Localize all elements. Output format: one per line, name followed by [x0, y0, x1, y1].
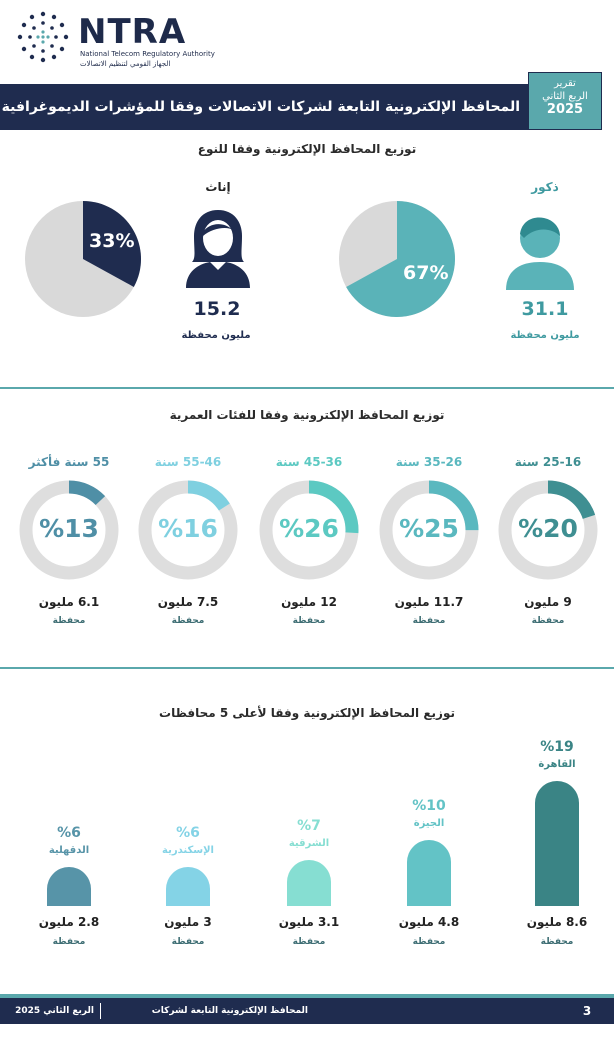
male-percent: 67% [403, 262, 449, 284]
governorate-unit: محفظة [171, 937, 205, 947]
age-ring-chart [498, 480, 598, 580]
governorate-unit: محفظة [292, 937, 326, 947]
governorate-bar [47, 867, 91, 906]
age-group-unit: محفظة [171, 616, 205, 626]
page-number: 3 [582, 1004, 592, 1018]
badge-year: 2025 [546, 102, 584, 117]
badge-line2: الربع الثاني [542, 91, 588, 102]
female-label: إناث [205, 180, 231, 194]
age-group-label: 45-36 سنة [275, 455, 343, 469]
governorate-bar [535, 781, 579, 906]
governorate-percent: %6 [57, 825, 81, 841]
age-ring-chart [259, 480, 359, 580]
governorate-name: الدقهلية [48, 845, 90, 856]
header-bar [0, 84, 528, 130]
governorate-unit: محفظة [412, 937, 446, 947]
male-pie-slice [346, 201, 455, 317]
age-group-unit: محفظة [292, 616, 326, 626]
age-group-value: 12 مليون [281, 595, 337, 609]
age-group-value: 9 مليون [524, 595, 572, 609]
logo-wordmark: NTRA [78, 12, 187, 52]
section-divider-2 [0, 667, 614, 669]
governorate-percent: %19 [540, 739, 574, 755]
governorate-name: القاهرة [538, 759, 576, 770]
governorate-value: 8.6 مليون [526, 915, 588, 929]
female-icon [186, 210, 250, 288]
governorate-value: 3 مليون [164, 915, 212, 929]
governorate-bar [287, 860, 331, 906]
ntra-logo-icon [17, 11, 69, 63]
age-group-percent: %26 [279, 514, 339, 543]
page-title: المحافظ الإلكترونية التابعة لشركات الاتص… [1, 99, 520, 115]
age-group-percent: %20 [518, 514, 578, 543]
age-group-value: 7.5 مليون [157, 595, 219, 609]
age-ring-arc [259, 480, 359, 580]
age-group-unit: محفظة [52, 616, 86, 626]
governorate-value: 3.1 مليون [278, 915, 340, 929]
female-percent: 33% [89, 230, 135, 252]
male-unit: مليون محفظة [510, 330, 580, 341]
age-ring-arc [498, 480, 598, 580]
gender-section-title: توزيع المحافظ الإلكترونية وفقا للنوع [197, 142, 417, 156]
age-group-percent: %13 [39, 514, 99, 543]
age-group-unit: محفظة [531, 616, 565, 626]
logo-subtitle-en: National Telecom Regulatory Authority [80, 50, 215, 58]
male-pie-chart [339, 201, 455, 317]
age-group-percent: %16 [158, 514, 218, 543]
age-ring-chart [379, 480, 479, 580]
governorate-bar [407, 840, 451, 906]
age-group-label: 55 سنة فأكثر [28, 455, 110, 469]
governorate-percent: %7 [297, 818, 321, 834]
age-group-percent: %25 [399, 514, 459, 543]
footer-accent [0, 994, 614, 998]
footer-separator [100, 1003, 101, 1019]
governorate-percent: %6 [176, 825, 200, 841]
governorate-name: الجيزة [413, 818, 445, 829]
female-pie-slice [83, 201, 142, 287]
governorate-name: الشرقية [288, 838, 330, 849]
female-pie-chart [25, 201, 142, 317]
age-ring-chart [19, 480, 119, 580]
governorate-value: 2.8 مليون [38, 915, 100, 929]
section-divider-1 [0, 387, 614, 389]
footer-quarter: الربع الثاني 2025 [15, 1006, 94, 1016]
age-group-unit: محفظة [412, 616, 446, 626]
age-group-value: 11.7 مليون [394, 595, 464, 609]
governorate-percent: %10 [412, 798, 446, 814]
age-group-label: 25-16 سنة [514, 455, 582, 469]
male-icon [506, 217, 574, 290]
governorate-value: 4.8 مليون [398, 915, 460, 929]
age-group-label: 55-46 سنة [154, 455, 222, 469]
footer-bar [0, 998, 614, 1024]
governorate-name: الإسكندرية [162, 845, 214, 856]
age-ring-chart [138, 480, 238, 580]
governorate-unit: محفظة [52, 937, 86, 947]
governorate-bar [166, 867, 210, 906]
female-value: 15.2 [193, 298, 241, 320]
age-ring-arc [19, 480, 119, 580]
age-group-value: 6.1 مليون [38, 595, 100, 609]
male-value: 31.1 [521, 298, 569, 320]
report-badge: تقرير الربع الثاني 2025 [528, 72, 602, 130]
age-section-title: توزيع المحافظ الإلكترونية وفقا للفئات ال… [169, 408, 445, 422]
governorate-unit: محفظة [540, 937, 574, 947]
badge-line1: تقرير [554, 78, 576, 89]
female-unit: مليون محفظة [181, 330, 251, 341]
age-ring-arc [138, 480, 238, 580]
footer-title: المحافظ الإلكترونية التابعة لشركات الاتص… [151, 1006, 308, 1042]
logo-subtitle-ar: الجهاز القومي لتنظيم الاتصالات [80, 60, 171, 68]
age-ring-arc [379, 480, 479, 580]
age-group-label: 35-26 سنة [395, 455, 463, 469]
governorates-section-title: توزيع المحافظ الإلكترونية وفقا لأعلى 5 م… [159, 706, 455, 720]
male-label: ذكور [531, 180, 559, 194]
